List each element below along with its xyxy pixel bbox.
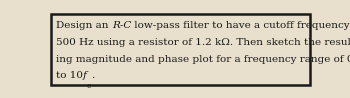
Text: ing magnitude and phase plot for a frequency range of 0.1: ing magnitude and phase plot for a frequ… (56, 55, 350, 64)
Text: Design an: Design an (56, 21, 112, 30)
Text: c: c (87, 82, 91, 90)
Text: R-C: R-C (112, 21, 131, 30)
Text: .: . (91, 71, 94, 80)
FancyBboxPatch shape (50, 14, 309, 85)
Text: f: f (83, 71, 87, 80)
Text: low-pass filter to have a cutoff frequency of: low-pass filter to have a cutoff frequen… (131, 21, 350, 30)
Text: to 10: to 10 (56, 71, 83, 80)
Text: 500 Hz using a resistor of 1.2 kΩ. Then sketch the result-: 500 Hz using a resistor of 1.2 kΩ. Then … (56, 38, 350, 47)
